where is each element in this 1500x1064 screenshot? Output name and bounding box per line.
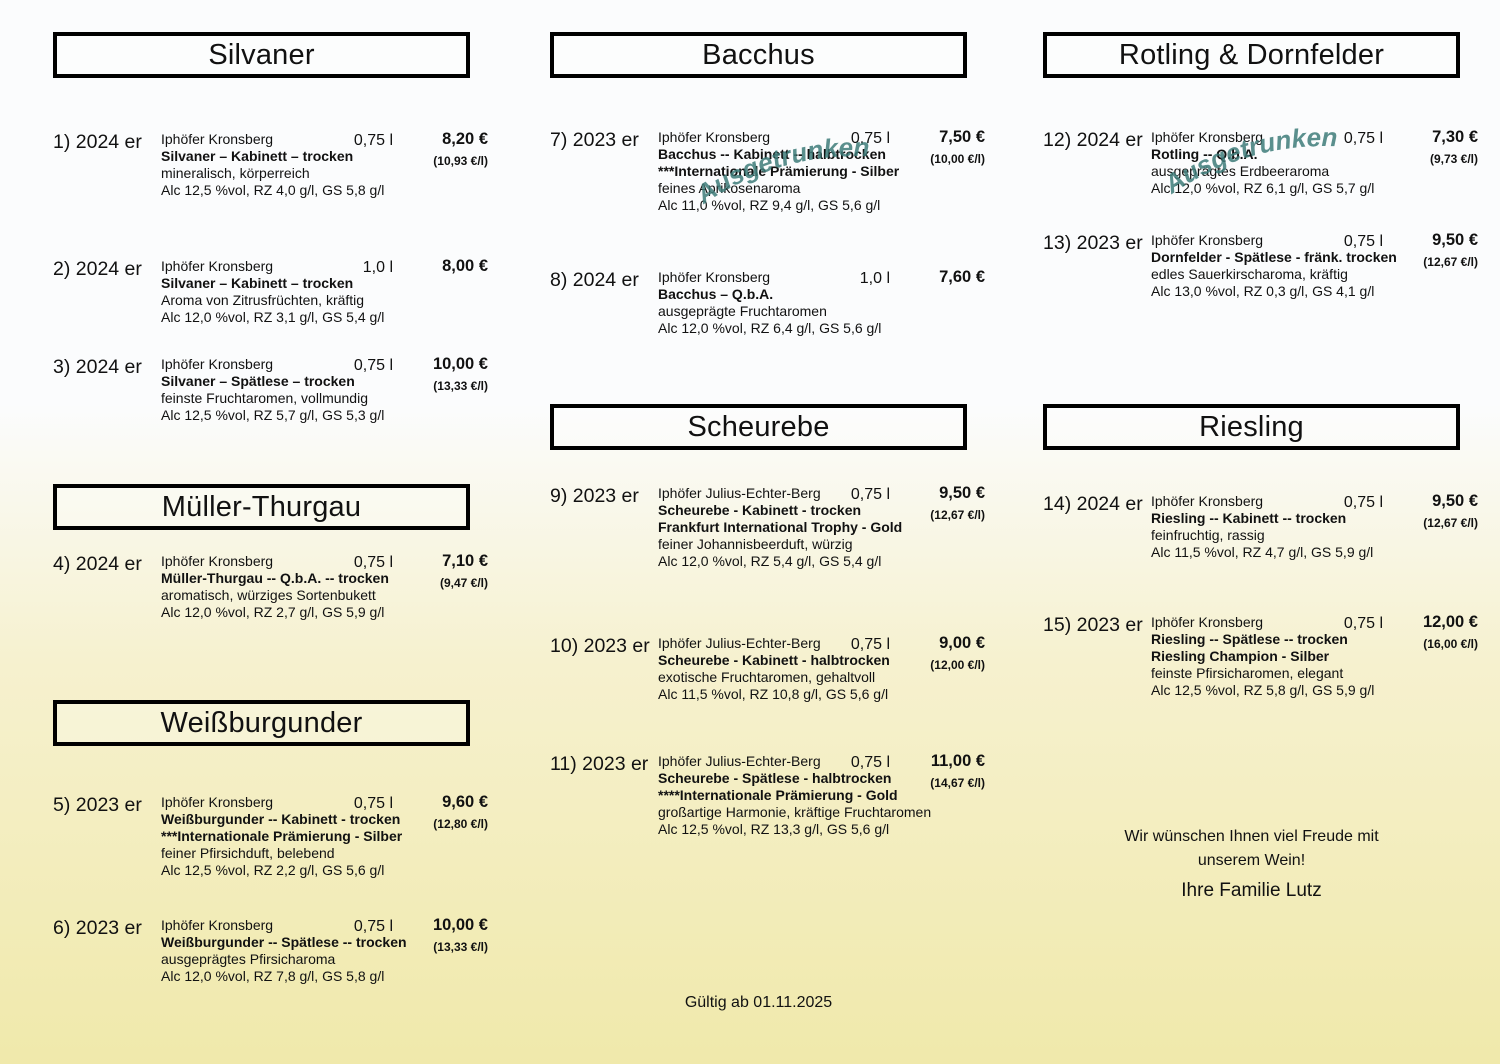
svg-text:Ausgetrunken: Ausgetrunken <box>1158 122 1338 200</box>
svg-text:Ausgetrunken: Ausgetrunken <box>690 132 870 210</box>
